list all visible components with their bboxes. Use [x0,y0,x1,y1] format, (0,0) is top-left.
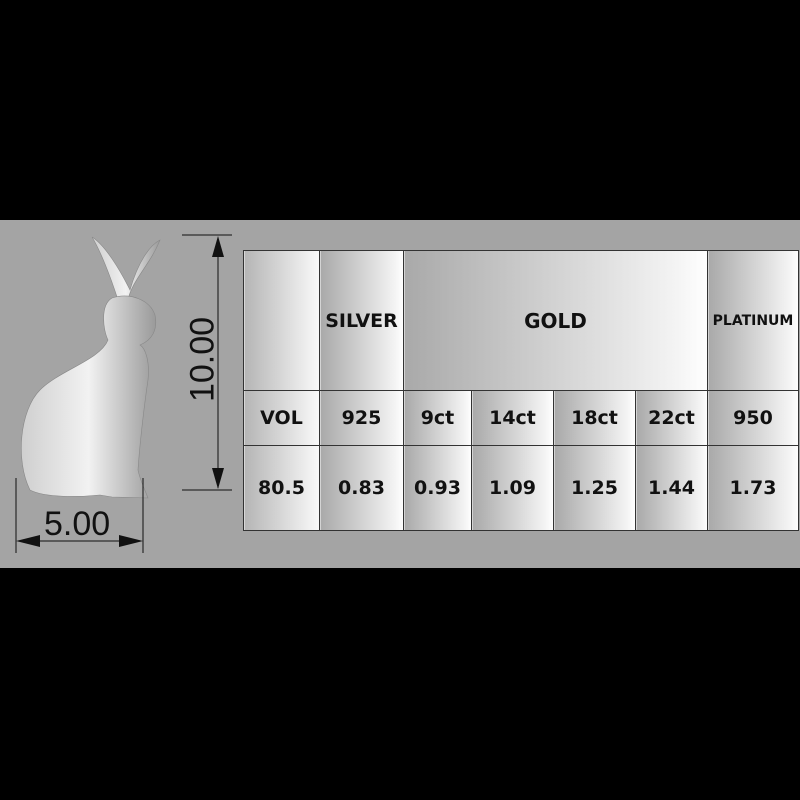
cell-weight: 1.25 [553,445,636,531]
cell-grade: 22ct [635,390,708,446]
arrow-icons [16,236,224,547]
cell-weight: 1.09 [471,445,554,531]
cell-grade: 18ct [553,390,636,446]
height-dimension: 10.00 [183,316,222,403]
table-row-grades: VOL 925 9ct 14ct 18ct 22ct 950 [243,390,799,446]
header-gold: GOLD [403,250,708,391]
header-platinum: PLATINUM [707,250,799,391]
table-header-row: SILVER GOLD PLATINUM [243,250,799,391]
cell-weight: 1.73 [707,445,799,531]
cell-grade: 14ct [471,390,554,446]
cell-weight: 0.93 [403,445,472,531]
cell-vol-label: VOL [243,390,320,446]
cell-volume: 80.5 [243,445,320,531]
cell-grade: 9ct [403,390,472,446]
width-dimension: 5.00 [44,505,111,543]
rabbit-icon [21,236,161,499]
cell-grade: 950 [707,390,799,446]
cell-weight: 0.83 [319,445,404,531]
header-silver: SILVER [319,250,404,391]
header-empty [243,250,320,391]
cell-grade: 925 [319,390,404,446]
cell-weight: 1.44 [635,445,708,531]
table-row-values: 80.5 0.83 0.93 1.09 1.25 1.44 1.73 [243,445,799,531]
metal-weight-table: SILVER GOLD PLATINUM VOL 925 9ct 14ct 18… [243,250,799,531]
